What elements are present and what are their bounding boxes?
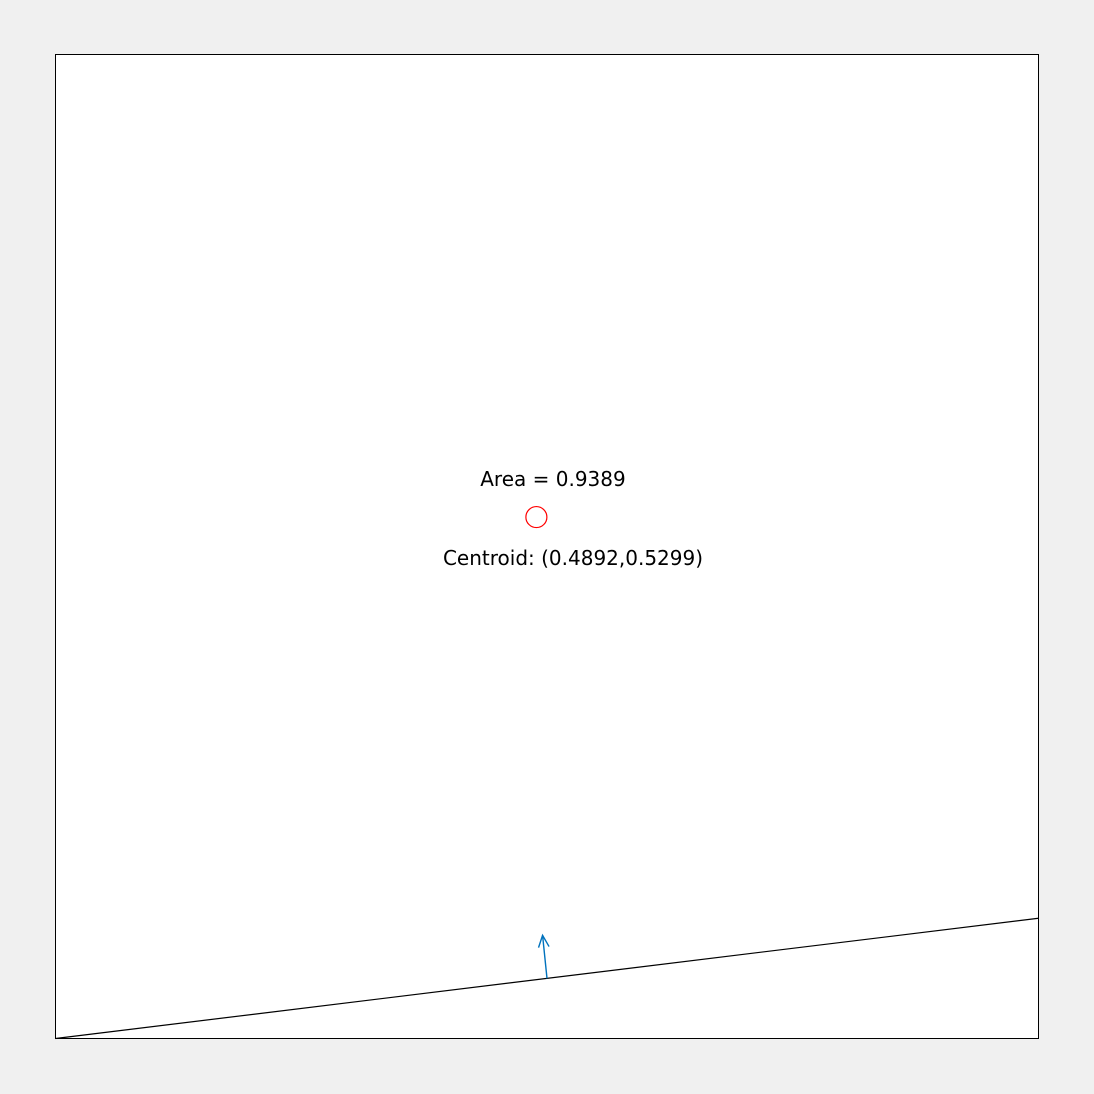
centroid-label: Centroid: (0.4892,0.5299)	[443, 546, 703, 570]
normal-arrow	[537, 933, 550, 979]
normal-arrow-shaft	[541, 935, 548, 979]
axes-background	[55, 54, 1039, 1039]
normal-arrow-head	[537, 933, 550, 948]
area-label: Area = 0.9389	[480, 467, 625, 491]
centroid-marker	[525, 505, 548, 529]
plot-axes: Area = 0.9389 Centroid: (0.4892,0.5299)	[55, 54, 1039, 1040]
